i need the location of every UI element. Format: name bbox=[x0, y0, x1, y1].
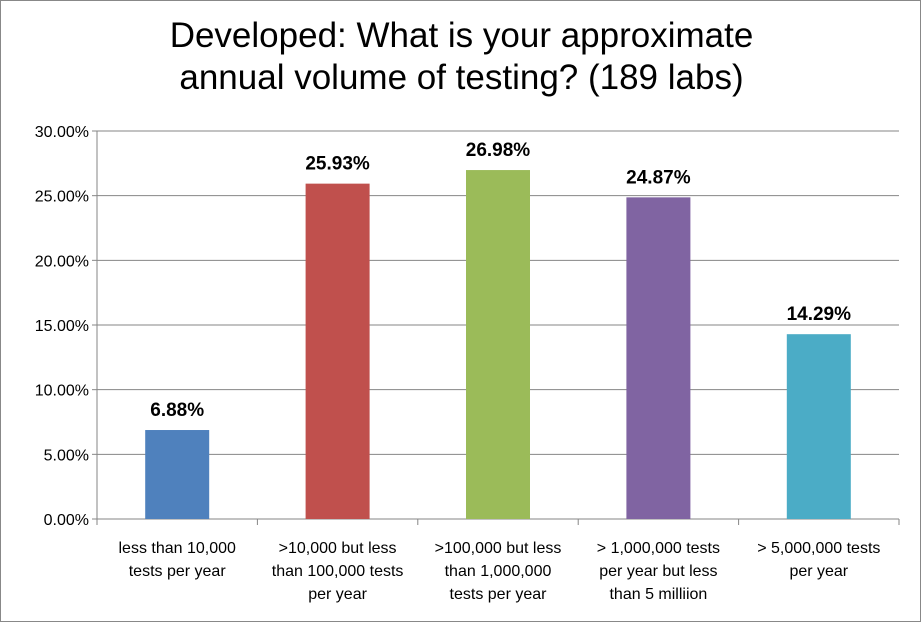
data-label: 25.93% bbox=[305, 154, 370, 175]
bar bbox=[466, 170, 530, 520]
bar bbox=[305, 183, 370, 519]
title-line: Developed: What is your approximate bbox=[169, 16, 754, 55]
chart-title: Developed: What is your approximate annu… bbox=[1, 15, 921, 99]
category-label: less than 10,000 bbox=[118, 540, 236, 557]
y-tick-label: 25.00% bbox=[35, 189, 89, 206]
category-label: than 5 milliion bbox=[609, 586, 707, 603]
bar bbox=[786, 334, 851, 519]
category-label: >100,000 but less bbox=[435, 540, 562, 557]
y-tick-label: 0.00% bbox=[44, 512, 89, 529]
y-tick-label: 20.00% bbox=[35, 253, 89, 270]
category-label: > 1,000,000 tests bbox=[597, 540, 720, 557]
category-label: >10,000 but less bbox=[279, 540, 397, 557]
category-label: per year but less bbox=[599, 563, 717, 580]
data-label: 24.87% bbox=[626, 167, 691, 188]
bar bbox=[145, 430, 210, 519]
y-tick-label: 10.00% bbox=[35, 383, 89, 400]
category-label: tests per year bbox=[129, 563, 227, 580]
category-label: per year bbox=[789, 563, 848, 580]
category-label: > 5,000,000 tests bbox=[757, 540, 880, 557]
data-label: 26.98% bbox=[466, 140, 531, 161]
category-label: tests per year bbox=[450, 586, 548, 603]
category-label: per year bbox=[308, 586, 367, 603]
title-line: annual volume of testing? (189 labs) bbox=[179, 58, 744, 97]
category-label: than 100,000 tests bbox=[272, 563, 404, 580]
y-tick-label: 30.00% bbox=[35, 124, 89, 141]
y-tick-label: 15.00% bbox=[35, 318, 89, 335]
data-label: 14.29% bbox=[787, 304, 852, 325]
bar bbox=[626, 197, 691, 519]
category-label: than 1,000,000 bbox=[445, 563, 552, 580]
y-tick-label: 5.00% bbox=[44, 447, 89, 464]
data-label: 6.88% bbox=[150, 400, 204, 421]
